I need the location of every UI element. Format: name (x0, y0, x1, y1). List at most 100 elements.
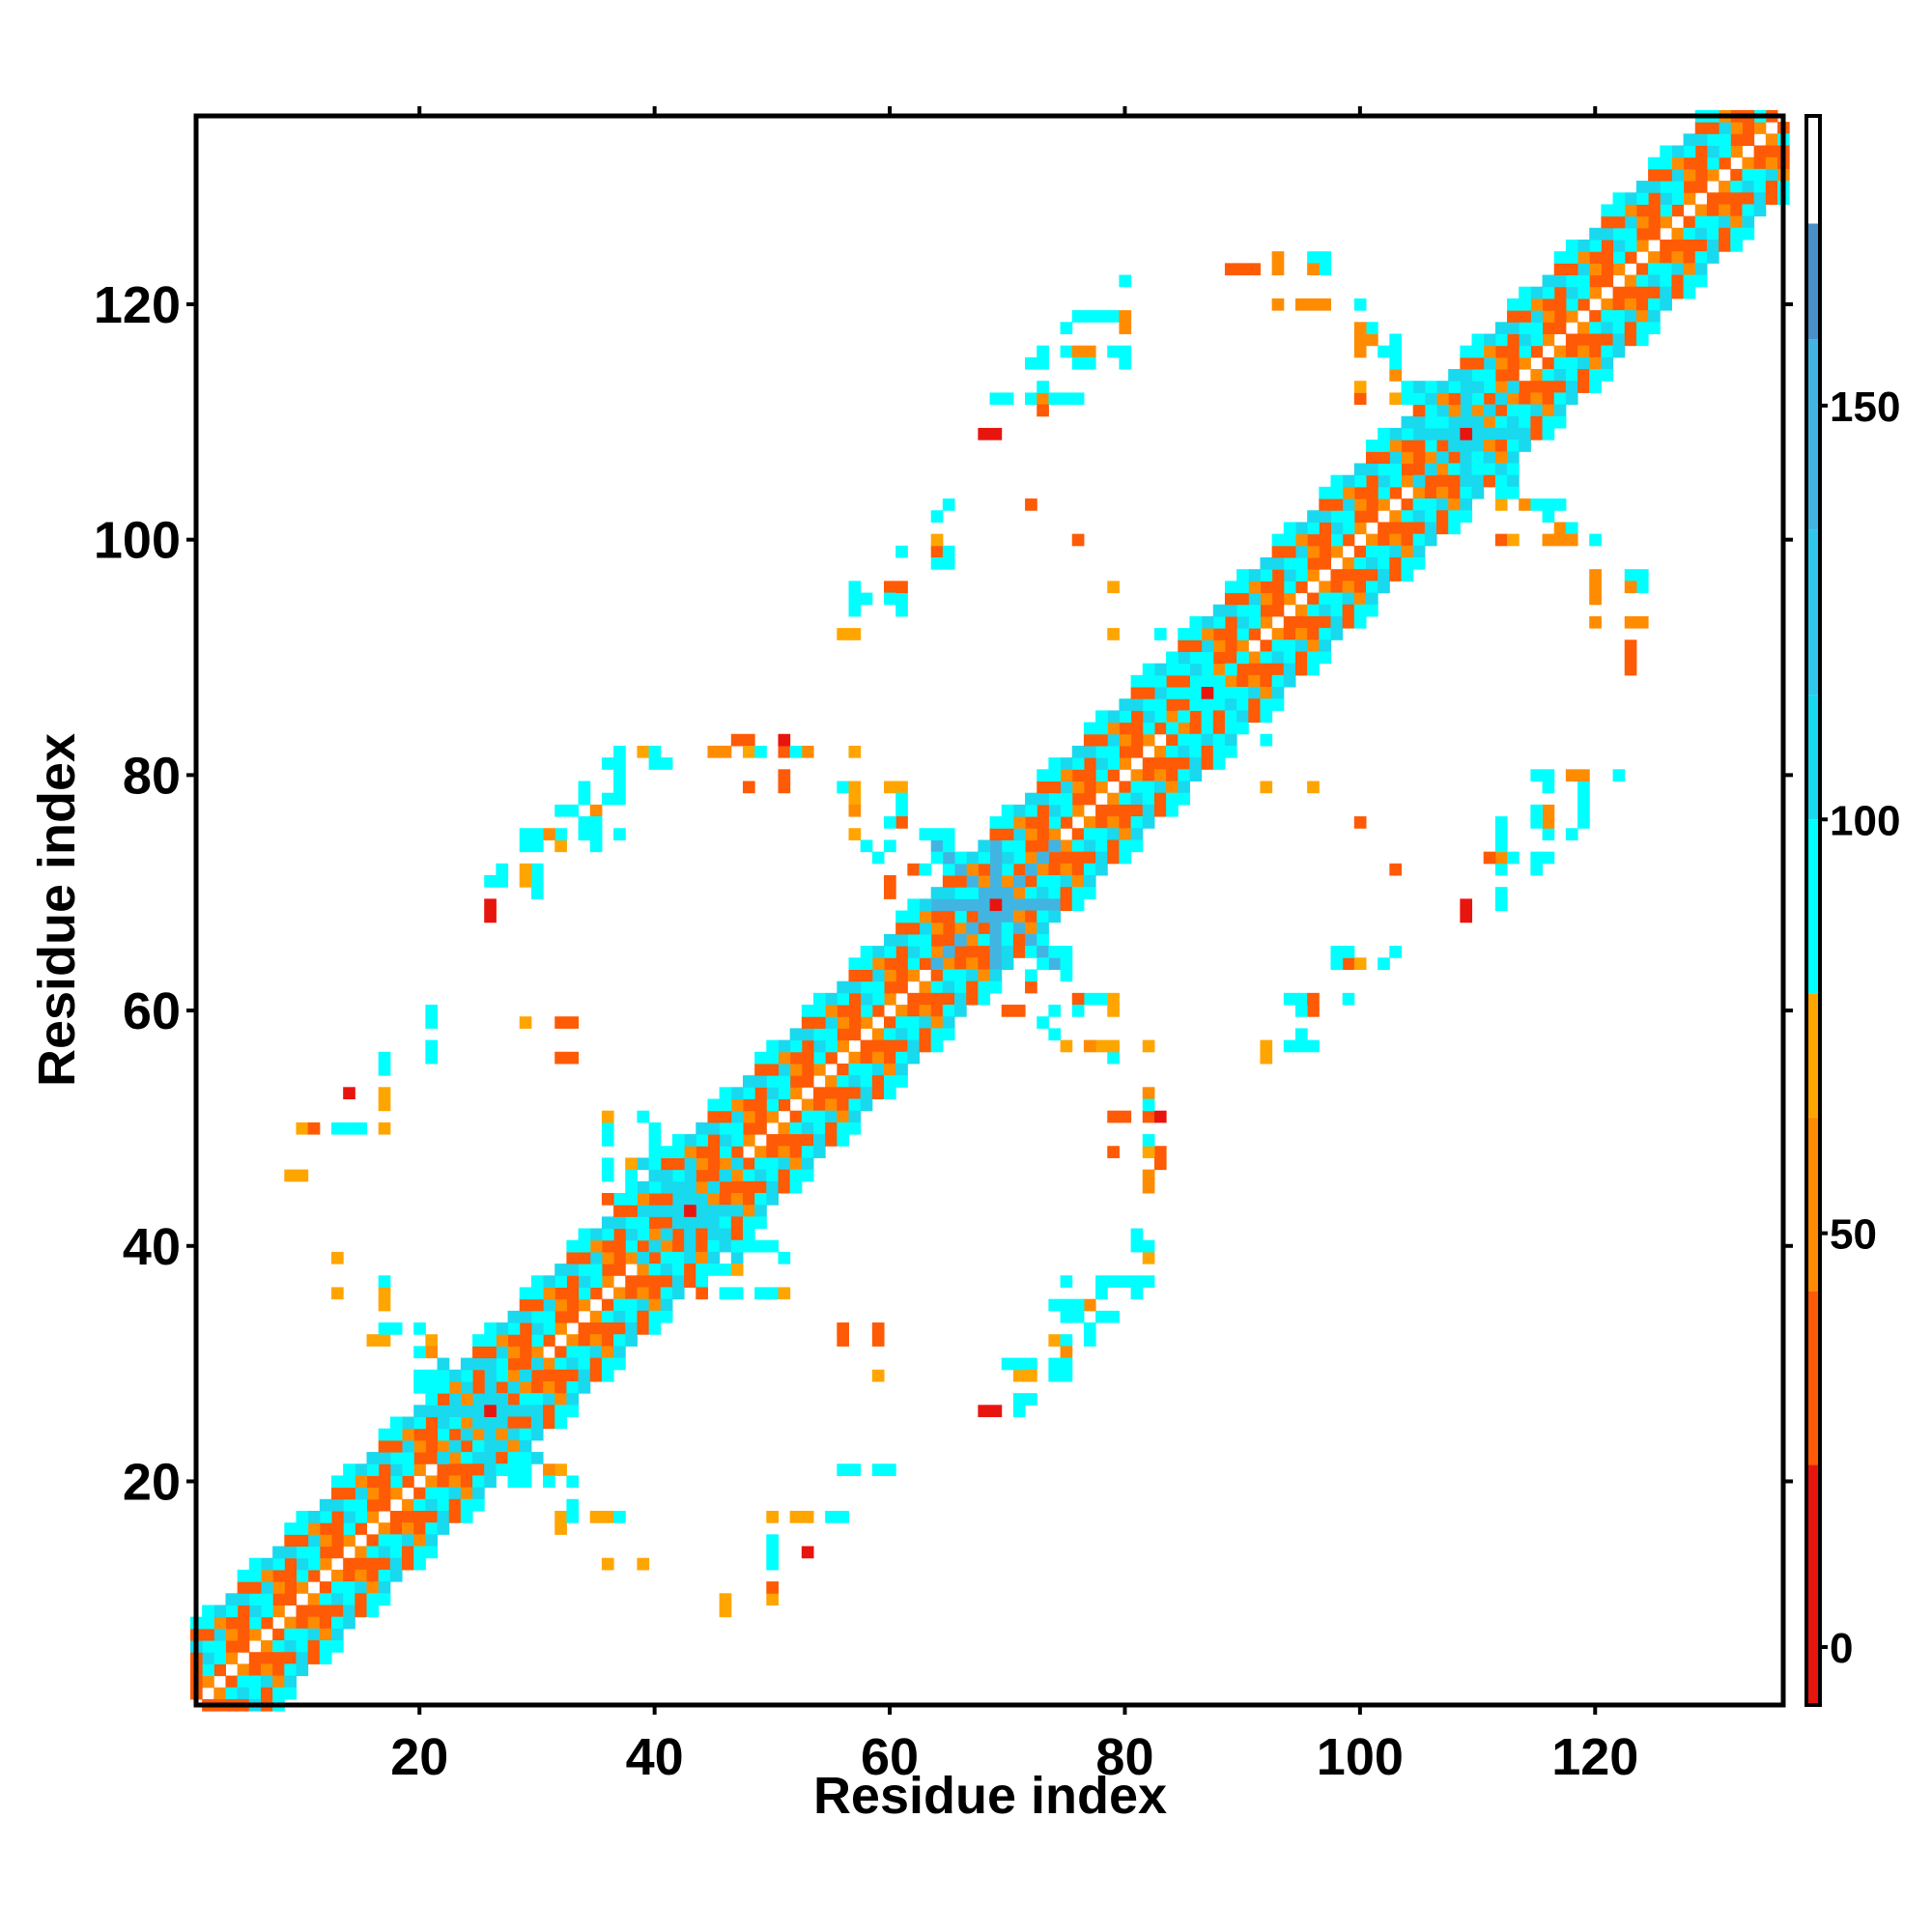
heatmap-cell (296, 1628, 309, 1641)
heatmap-cell (1166, 733, 1179, 747)
heatmap-cell (837, 628, 850, 640)
heatmap-cell (1283, 569, 1296, 582)
heatmap-cell (554, 1346, 567, 1359)
heatmap-cell (1201, 710, 1214, 724)
heatmap-cell (1012, 1357, 1026, 1371)
heatmap-cell (1719, 122, 1731, 134)
heatmap-cell (1224, 263, 1237, 276)
heatmap-cell (1083, 733, 1096, 747)
heatmap-cell (378, 1122, 391, 1135)
heatmap-cell (448, 1369, 462, 1382)
heatmap-cell (437, 1357, 450, 1371)
heatmap-cell (601, 1510, 614, 1523)
heatmap-cell (1448, 498, 1461, 511)
heatmap-cell (719, 1146, 732, 1158)
heatmap-cell (1635, 569, 1649, 582)
heatmap-cell (1694, 204, 1708, 217)
heatmap-cell (1248, 592, 1261, 606)
heatmap-cell (284, 1534, 297, 1548)
heatmap-cell (1601, 298, 1614, 311)
heatmap-cell (801, 1122, 814, 1135)
heatmap-cell (307, 1569, 321, 1582)
heatmap-cell (284, 1687, 297, 1700)
heatmap-cell (1319, 615, 1331, 629)
heatmap-cell (1612, 322, 1626, 334)
heatmap-cell (1189, 745, 1203, 758)
heatmap-cell (1248, 604, 1261, 617)
heatmap-cell (1530, 369, 1544, 382)
heatmap-cell (1353, 463, 1367, 476)
heatmap-cell (1412, 392, 1426, 406)
heatmap-cell (448, 1428, 462, 1441)
heatmap-cell (413, 1380, 426, 1394)
heatmap-cell (671, 1180, 685, 1194)
heatmap-cell (637, 1110, 650, 1123)
heatmap-cell (1401, 392, 1414, 406)
heatmap-cell (1448, 486, 1461, 499)
heatmap-cell (754, 1157, 767, 1171)
heatmap-cell (554, 1310, 567, 1323)
heatmap-cell (1071, 898, 1085, 912)
heatmap-cell (1224, 698, 1237, 711)
heatmap-cell (1330, 486, 1344, 499)
heatmap-cell (778, 1063, 791, 1076)
heatmap-cell (1001, 946, 1014, 958)
heatmap-cell (1412, 545, 1426, 558)
heatmap-cell (1635, 615, 1649, 629)
heatmap-cell (942, 1016, 955, 1029)
colorbar-tick-label: 100 (1830, 797, 1900, 844)
heatmap-cell (613, 1322, 626, 1335)
heatmap-cell (1060, 1369, 1073, 1382)
heatmap-cell (848, 969, 862, 982)
heatmap-cell (613, 781, 626, 794)
heatmap-cell (425, 1510, 439, 1523)
heatmap-cell (1236, 698, 1249, 711)
heatmap-cell (1001, 1357, 1014, 1371)
heatmap-cell (402, 1510, 414, 1523)
heatmap-cell (1542, 310, 1555, 323)
heatmap-cell (637, 1298, 650, 1312)
heatmap-cell (1553, 286, 1567, 299)
heatmap-cell (343, 1557, 355, 1571)
heatmap-cell (460, 1357, 473, 1371)
heatmap-cell (1212, 710, 1226, 724)
heatmap-cell (613, 1357, 626, 1371)
heatmap-cell (496, 1428, 509, 1441)
heatmap-cell (355, 1593, 368, 1605)
heatmap-cell (389, 1510, 403, 1523)
heatmap-cell (248, 1675, 262, 1689)
heatmap-cell (696, 1287, 708, 1300)
heatmap-cell (530, 839, 544, 853)
heatmap-cell (1153, 1110, 1167, 1123)
heatmap-cell (1307, 615, 1320, 629)
heatmap-cell (1012, 887, 1026, 899)
heatmap-cell (1753, 156, 1767, 170)
heatmap-cell (742, 1239, 755, 1253)
heatmap-cell (812, 1087, 826, 1100)
heatmap-cell (448, 1405, 462, 1418)
heatmap-cell (1648, 227, 1661, 241)
heatmap-cell (848, 957, 862, 970)
heatmap-cell (684, 1157, 696, 1171)
heatmap-cell (437, 1380, 450, 1394)
heatmap-cell (472, 1416, 485, 1430)
heatmap-cell (660, 1157, 673, 1171)
heatmap-cell (1236, 615, 1249, 629)
heatmap-cell (848, 1005, 862, 1017)
heatmap-cell (1353, 298, 1367, 311)
heatmap-cell (1271, 674, 1285, 688)
heatmap-cell (1353, 581, 1367, 594)
heatmap-cell (801, 1146, 814, 1158)
heatmap-cell (1648, 181, 1661, 193)
heatmap-cell (1037, 910, 1049, 923)
heatmap-cell (837, 1334, 850, 1347)
heatmap-cell (930, 828, 944, 840)
heatmap-cell (1342, 522, 1355, 535)
heatmap-cell (460, 1405, 473, 1418)
heatmap-cell (1025, 898, 1037, 912)
heatmap-cell (754, 1287, 767, 1300)
heatmap-cell (1060, 345, 1073, 358)
colorbar-segment (1806, 993, 1820, 1118)
heatmap-cell (660, 1310, 673, 1323)
